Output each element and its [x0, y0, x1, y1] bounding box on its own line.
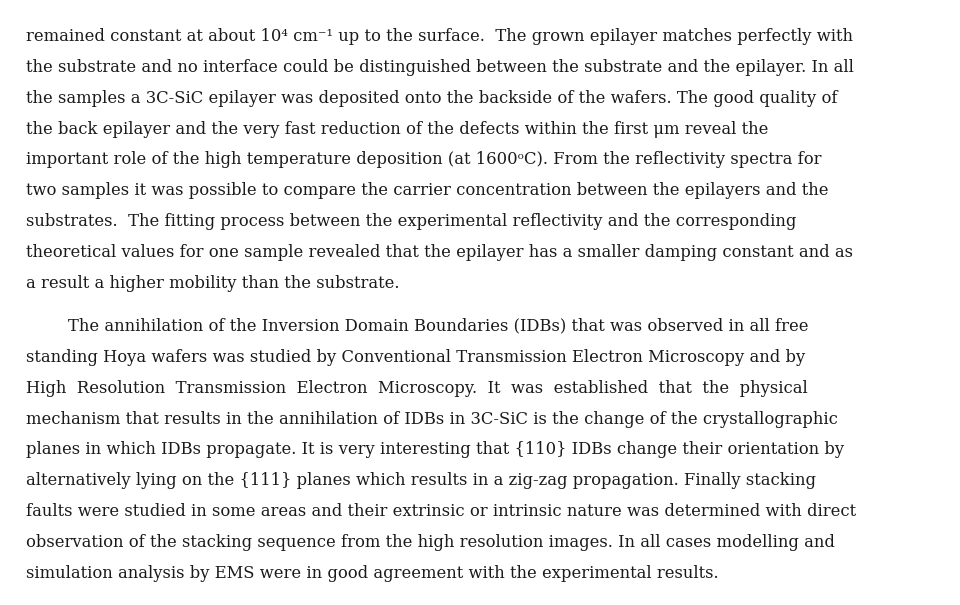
Text: standing Hoya wafers was studied by Conventional Transmission Electron Microscop: standing Hoya wafers was studied by Conv… [26, 348, 805, 365]
Text: theoretical values for one sample revealed that the epilayer has a smaller dampi: theoretical values for one sample reveal… [26, 244, 852, 261]
Text: the back epilayer and the very fast reduction of the defects within the first μm: the back epilayer and the very fast redu… [26, 120, 768, 137]
Text: The annihilation of the Inversion Domain Boundaries (IDBs) that was observed in : The annihilation of the Inversion Domain… [26, 318, 808, 335]
Text: the samples a 3C-SiC epilayer was deposited onto the backside of the wafers. The: the samples a 3C-SiC epilayer was deposi… [26, 90, 837, 106]
Text: High  Resolution  Transmission  Electron  Microscopy.  It  was  established  tha: High Resolution Transmission Electron Mi… [26, 379, 807, 397]
Text: a result a higher mobility than the substrate.: a result a higher mobility than the subs… [26, 275, 399, 292]
Text: planes in which IDBs propagate. It is very interesting that {110} IDBs change th: planes in which IDBs propagate. It is ve… [26, 442, 844, 459]
Text: faults were studied in some areas and their extrinsic or intrinsic nature was de: faults were studied in some areas and th… [26, 503, 856, 520]
Text: alternatively lying on the {111} planes which results in a zig-zag propagation. : alternatively lying on the {111} planes … [26, 473, 816, 489]
Text: observation of the stacking sequence from the high resolution images. In all cas: observation of the stacking sequence fro… [26, 534, 835, 551]
Text: remained constant at about 10⁴ cm⁻¹ up to the surface.  The grown epilayer match: remained constant at about 10⁴ cm⁻¹ up t… [26, 28, 852, 45]
Text: the substrate and no interface could be distinguished between the substrate and : the substrate and no interface could be … [26, 59, 853, 76]
Text: mechanism that results in the annihilation of IDBs in 3C-SiC is the change of th: mechanism that results in the annihilati… [26, 411, 838, 428]
Text: simulation analysis by EMS were in good agreement with the experimental results.: simulation analysis by EMS were in good … [26, 565, 718, 582]
Text: important role of the high temperature deposition (at 1600ᵒC). From the reflecti: important role of the high temperature d… [26, 151, 822, 168]
Text: two samples it was possible to compare the carrier concentration between the epi: two samples it was possible to compare t… [26, 182, 828, 200]
Text: substrates.  The fitting process between the experimental reflectivity and the c: substrates. The fitting process between … [26, 214, 796, 231]
